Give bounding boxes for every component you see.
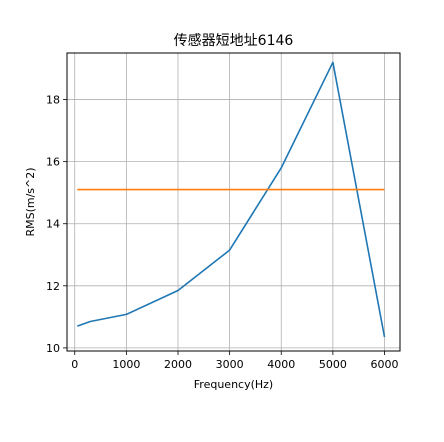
x-axis-label: Frequency(Hz) [194,378,273,391]
x-tick-label: 3000 [216,358,244,371]
y-tick-label: 10 [46,342,60,355]
x-tick-label: 4000 [267,358,295,371]
y-tick-label: 12 [46,280,60,293]
x-tick-label: 2000 [164,358,192,371]
plot-area [67,53,400,351]
y-tick-label: 16 [46,156,60,169]
series-layer [77,61,386,338]
series-line-1 [77,61,386,338]
plot-frame [66,52,401,352]
grid [67,53,400,351]
y-tick-label: 14 [46,218,60,231]
x-tick-label: 1000 [112,358,140,371]
chart-title: 传感器短地址6146 [174,32,294,49]
y-axis-label: RMS(m/s^2) [24,167,37,236]
ticks: 0 1000 2000 3000 4000 5000 6000 10 12 14 16 18 [46,94,399,371]
x-tick-label: 5000 [319,358,347,371]
x-tick-label: 6000 [371,358,399,371]
y-tick-label: 18 [46,94,60,107]
x-tick-label: 0 [71,358,78,371]
